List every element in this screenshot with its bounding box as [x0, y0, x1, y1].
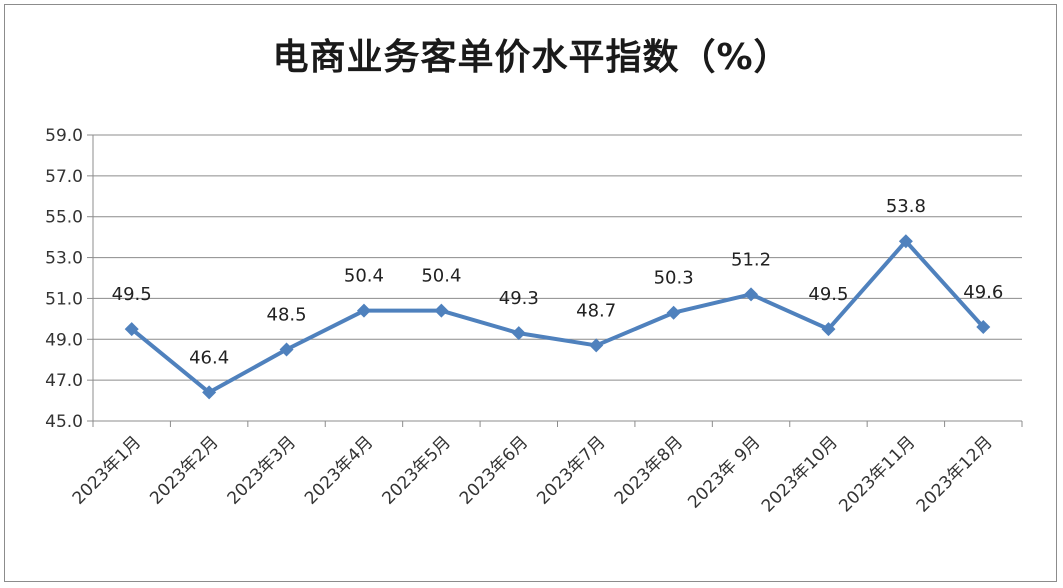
x-tick-label-5: 2023年6月: [456, 432, 532, 508]
data-point-9: [821, 322, 836, 337]
data-label-3: 50.4: [344, 266, 384, 287]
y-tick-label-3: 51.0: [45, 289, 83, 309]
x-tick-label-3: 2023年4月: [301, 432, 377, 508]
x-tick-label-6: 2023年7月: [533, 432, 609, 508]
x-tick-labels: 2023年1月 2023年2月 2023年3月 2023年4月 2023年5月 2023年…: [69, 432, 997, 516]
x-tick-label-2: 2023年3月: [224, 432, 300, 508]
data-label-7: 50.3: [654, 268, 694, 289]
data-point-10: [898, 234, 913, 249]
data-label-5: 49.3: [499, 288, 539, 309]
data-point-3: [356, 303, 371, 318]
y-tick-label-1: 47.0: [45, 371, 83, 391]
y-tick-label-5: 55.0: [45, 208, 83, 228]
x-tick-label-9: 2023年10月: [758, 432, 842, 516]
x-tick-label-7: 2023年8月: [611, 432, 687, 508]
series-line: [124, 234, 991, 400]
x-tick-label-10: 2023年11月: [835, 432, 919, 516]
data-label-9: 49.5: [808, 284, 848, 305]
data-point-1: [202, 385, 217, 400]
x-tick-label-4: 2023年5月: [378, 432, 454, 508]
x-tick-label-0: 2023年1月: [69, 432, 145, 508]
data-label-1: 46.4: [189, 347, 229, 368]
data-point-11: [976, 320, 991, 335]
data-label-4: 50.4: [421, 266, 461, 287]
data-label-6: 48.7: [576, 300, 616, 321]
y-tick-label-6: 57.0: [45, 167, 83, 187]
data-point-4: [434, 303, 449, 318]
gridlines: [93, 134, 1022, 381]
data-point-2: [279, 342, 294, 357]
x-tick-label-8: 2023年 9月: [684, 432, 764, 512]
y-tick-label-4: 53.0: [45, 249, 83, 269]
data-labels: 49.5 46.4 48.5 50.4 50.4 49.3 48.7 50.3 51.2 49.5…: [112, 196, 1004, 368]
y-tick-label-2: 49.0: [45, 330, 83, 350]
chart-frame: [4, 4, 1057, 582]
x-tick-label-1: 2023年2月: [146, 432, 222, 508]
x-tick-label-11: 2023年12月: [913, 432, 997, 516]
data-label-11: 49.6: [963, 282, 1003, 303]
y-tick-label-7: 59.0: [45, 126, 83, 146]
data-label-2: 48.5: [267, 305, 307, 326]
axes: [87, 134, 1023, 427]
data-label-10: 53.8: [886, 196, 926, 217]
y-tick-label-0: 45.0: [45, 412, 83, 432]
chart-title: 电商业务客单价水平指数（%）: [272, 37, 791, 78]
series-polyline: [130, 239, 985, 395]
data-point-0: [124, 322, 139, 337]
y-tick-labels: 45.0 47.0 49.0 51.0 53.0 55.0 57.0 59.0: [45, 126, 83, 432]
data-label-8: 51.2: [731, 249, 771, 270]
data-label-0: 49.5: [112, 284, 152, 305]
data-point-5: [511, 326, 526, 341]
data-point-8: [744, 287, 759, 302]
data-point-7: [666, 305, 681, 320]
data-point-6: [589, 338, 604, 353]
